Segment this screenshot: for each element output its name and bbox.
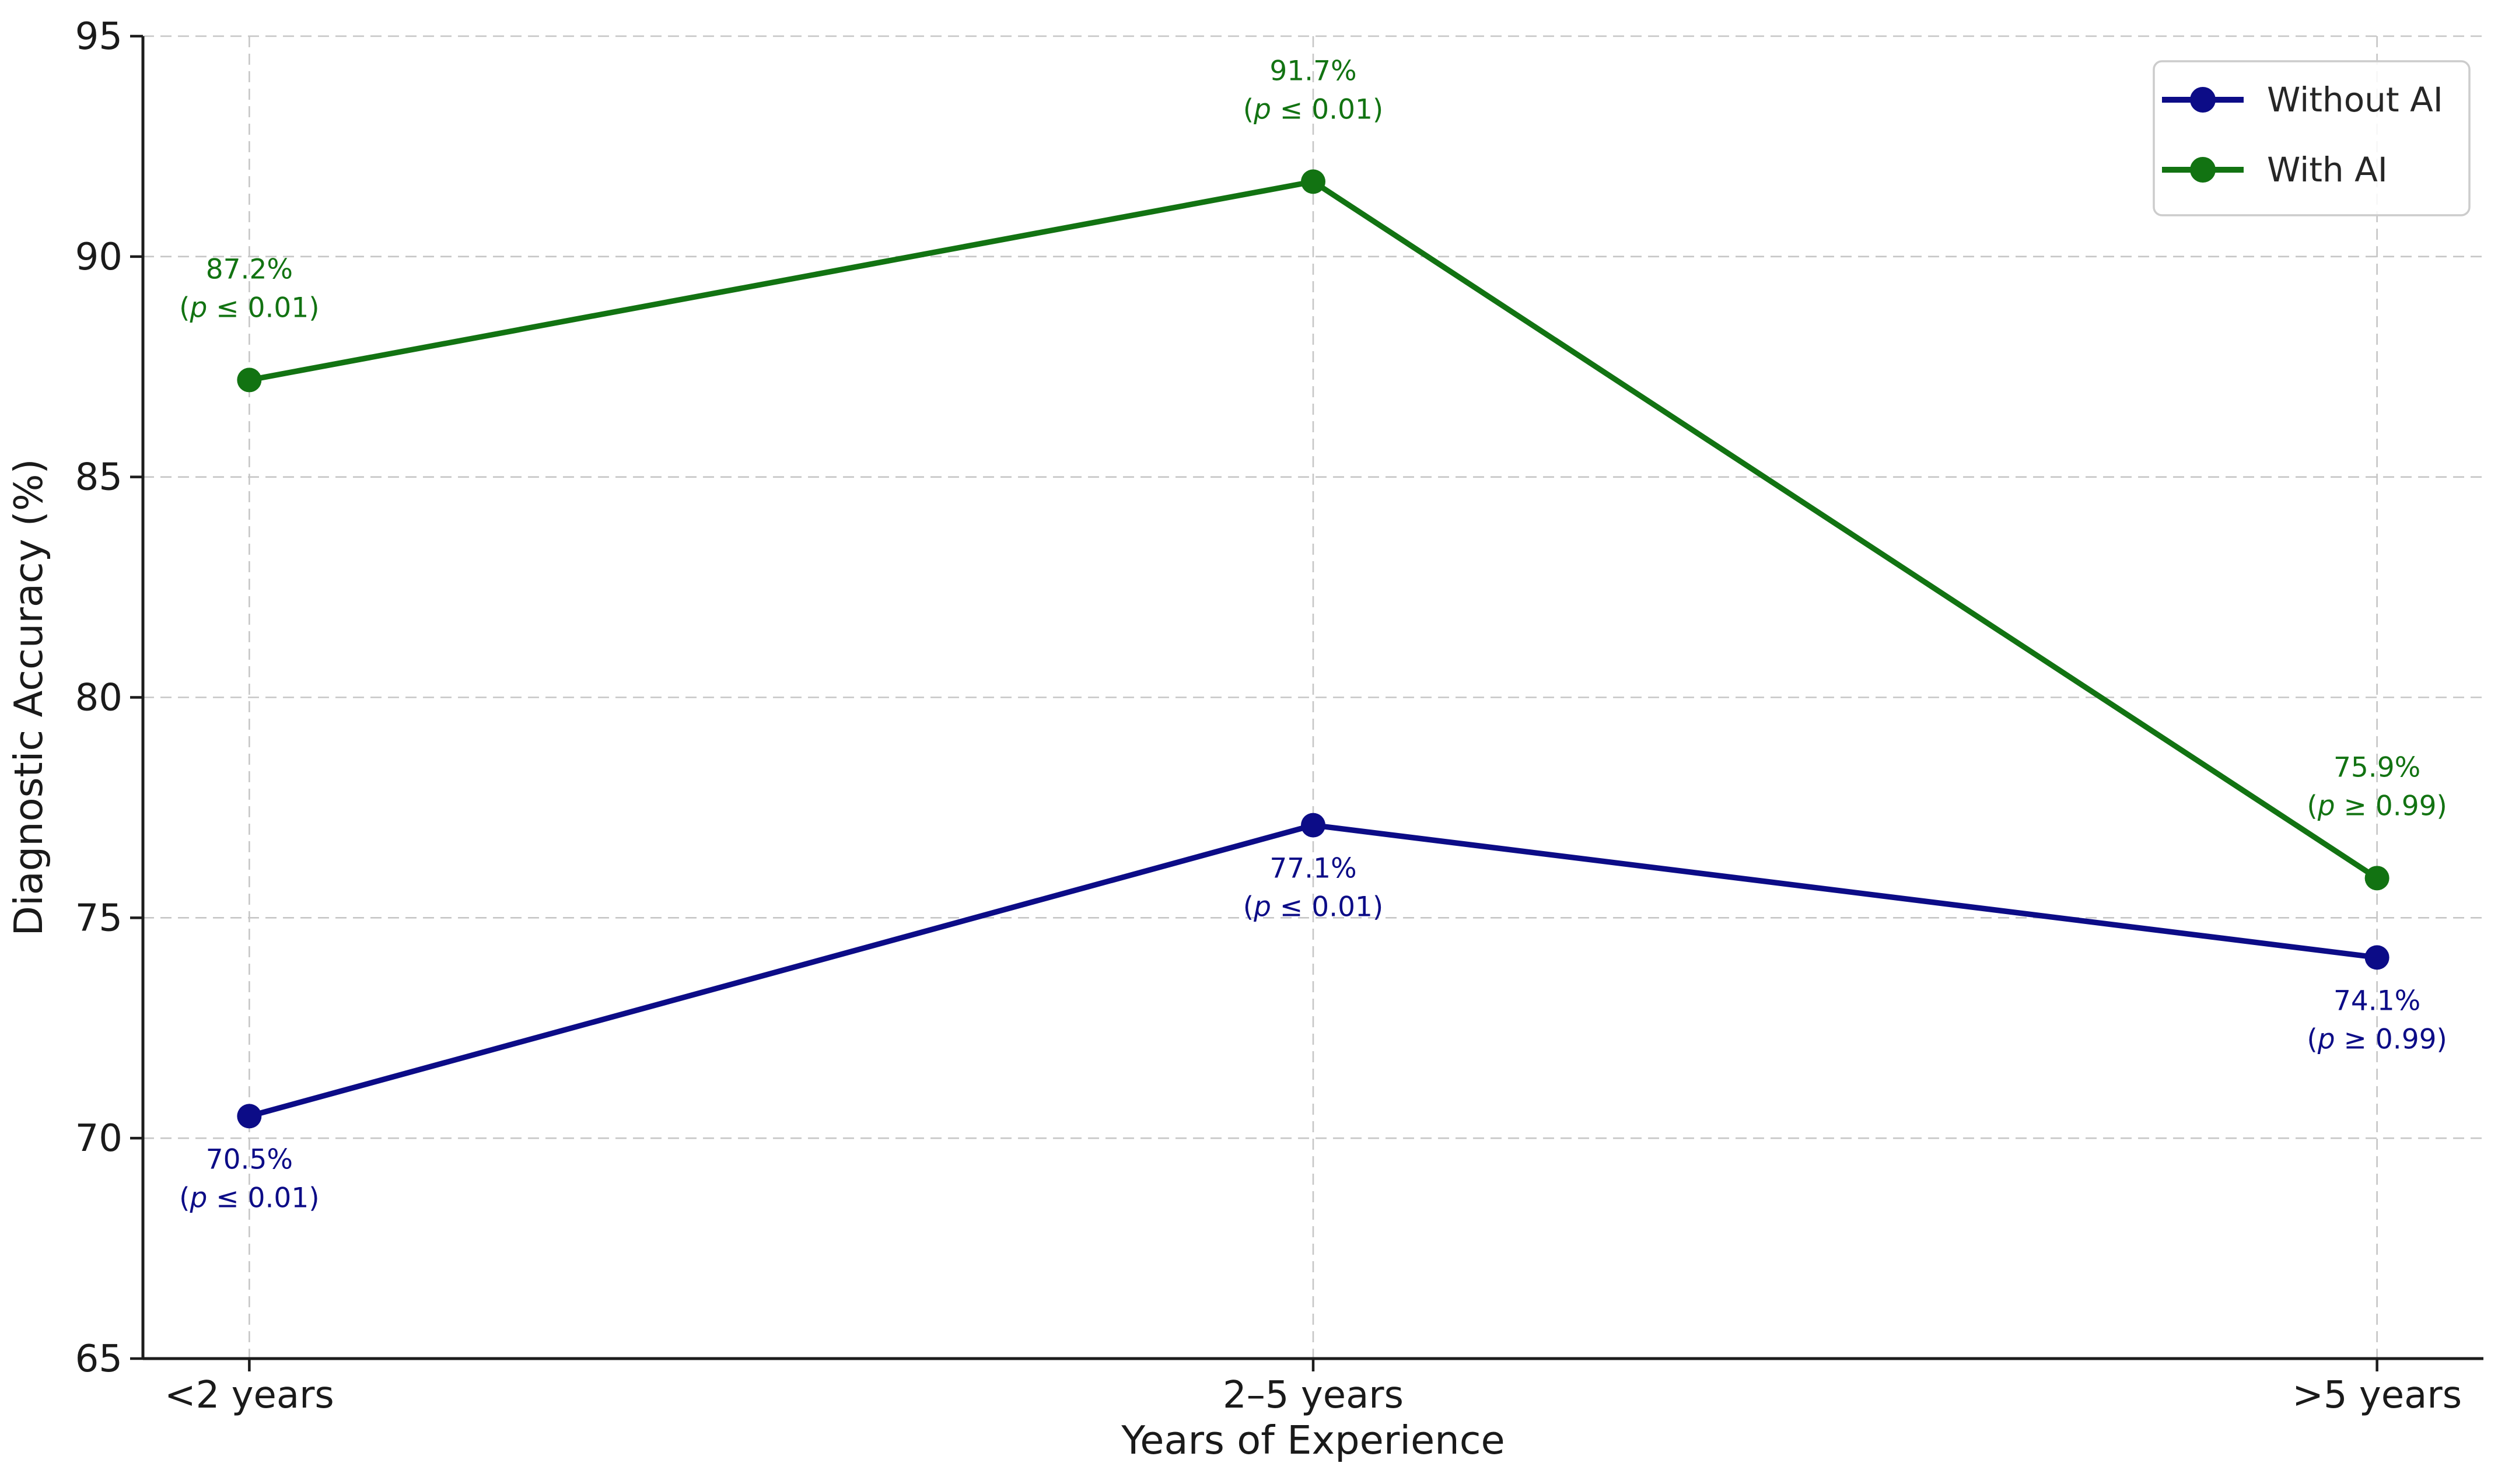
x-tick-label-2-5-years: 2–5 years (1223, 1374, 1404, 1417)
annotation-with-ai-0: 87.2% (p ≤ 0.01) (179, 253, 319, 324)
point-with-ai-2 (2364, 866, 2389, 891)
annotation-with-ai-1: 91.7% (p ≤ 0.01) (1243, 55, 1383, 125)
annotation-without-ai-1: 77.1% (p ≤ 0.01) (1243, 853, 1383, 923)
annotation-without-ai-2: 74.1% (p ≥ 0.99) (2307, 985, 2447, 1055)
annotation-p-label: (p ≥ 0.99) (2307, 1023, 2447, 1055)
y-axis-title: Diagnostic Accuracy (%) (6, 459, 51, 936)
annotation-with-ai-2: 75.9% (p ≥ 0.99) (2307, 751, 2447, 822)
point-without-ai-2 (2364, 945, 2389, 970)
legend-marker-with-ai (2190, 157, 2216, 183)
annotation-value-label: 77.1% (1269, 853, 1356, 885)
legend-marker-without-ai (2190, 87, 2216, 113)
annotation-value-label: 87.2% (206, 253, 293, 285)
x-tick-label--2-years: <2 years (165, 1374, 334, 1417)
annotation-value-label: 70.5% (206, 1143, 293, 1175)
axes: 65 70 75 80 85 90 95 <2 years 2–5 years >5 years Y… (6, 15, 2483, 1463)
annotation-value-label: 75.9% (2333, 751, 2420, 783)
x-axis-title: Years of Experience (1121, 1418, 1505, 1463)
annotation-p-label: (p ≤ 0.01) (179, 292, 319, 324)
point-with-ai-0 (237, 368, 262, 393)
legend-label-with-ai: With AI (2267, 150, 2388, 190)
annotation-p-label: (p ≤ 0.01) (179, 1182, 319, 1214)
y-tick-label-90: 90 (75, 236, 123, 279)
annotations: 70.5% (p ≤ 0.01) 77.1% (p ≤ 0.01) 74.1% (p ≥ … (179, 55, 2447, 1214)
y-tick-label-85: 85 (75, 456, 123, 499)
legend-label-without-ai: Without AI (2267, 80, 2443, 120)
y-tick-label-75: 75 (75, 897, 123, 940)
annotation-without-ai-0: 70.5% (p ≤ 0.01) (179, 1143, 319, 1214)
annotation-p-label: (p ≤ 0.01) (1243, 891, 1383, 923)
point-without-ai-1 (1301, 813, 1325, 838)
x-tick-label--5-years: >5 years (2292, 1374, 2462, 1417)
gridlines (143, 35, 2483, 1360)
y-tick-label-65: 65 (75, 1338, 123, 1381)
point-without-ai-0 (237, 1104, 262, 1129)
y-tick-label-95: 95 (75, 15, 123, 58)
legend: Without AI With AI (2153, 60, 2471, 216)
y-tick-label-80: 80 (75, 677, 123, 720)
y-tick-label-70: 70 (75, 1117, 123, 1160)
annotation-value-label: 91.7% (1269, 55, 1356, 87)
point-with-ai-1 (1301, 169, 1325, 194)
annotation-p-label: (p ≤ 0.01) (1243, 93, 1383, 125)
data-series (237, 169, 2389, 1129)
annotation-p-label: (p ≥ 0.99) (2307, 790, 2447, 822)
annotation-value-label: 74.1% (2333, 985, 2420, 1017)
